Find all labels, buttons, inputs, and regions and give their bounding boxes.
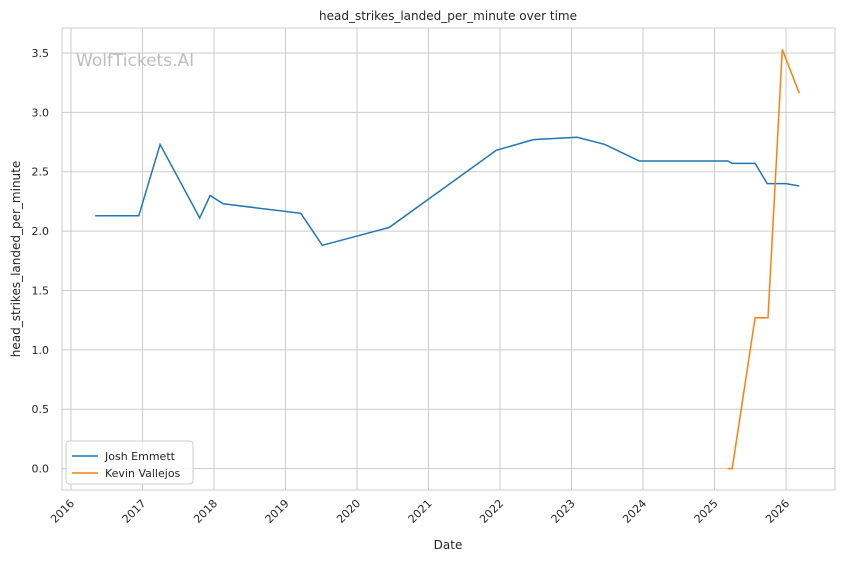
x-tick-label: 2022	[477, 497, 506, 526]
y-tick-label: 3.0	[32, 106, 50, 119]
watermark: WolfTickets.AI	[76, 51, 194, 71]
x-tick-labels: 2016 2017 2018 2019 2020 2021 2022 2023 2024 2025…	[48, 497, 792, 526]
y-tick-label: 0.5	[32, 403, 50, 416]
legend-label: Kevin Vallejos	[105, 467, 181, 480]
x-tick-label: 2018	[191, 497, 220, 526]
series-line-josh-emmett	[95, 136, 800, 247]
x-tick-label: 2019	[263, 497, 292, 526]
y-tick-label: 2.5	[32, 166, 50, 179]
x-axis-label: Date	[434, 538, 463, 552]
y-tick-label: 1.5	[32, 284, 50, 297]
y-tick-label: 3.5	[32, 47, 50, 60]
x-tick-label: 2026	[763, 497, 792, 526]
y-tick-labels: 0.0 0.5 1.0 1.5 2.0 2.5 3.0 3.5	[32, 47, 50, 476]
x-tick-label: 2020	[334, 497, 363, 526]
y-axis-label: head_strikes_landed_per_minute	[9, 161, 23, 358]
grid	[62, 28, 835, 490]
series-line-kevin-vallejos	[727, 49, 800, 470]
plot-frame	[61, 27, 836, 491]
x-tick-label: 2025	[692, 497, 721, 526]
x-tick-label: 2023	[549, 497, 578, 526]
x-tick-label: 2017	[120, 497, 149, 526]
y-tick-label: 2.0	[32, 225, 50, 238]
legend-label: Josh Emmett	[104, 450, 176, 463]
x-tick-label: 2016	[48, 497, 77, 526]
x-tick-label: 2021	[406, 497, 435, 526]
legend: Josh Emmett Kevin Vallejos	[65, 440, 194, 485]
y-tick-label: 0.0	[32, 463, 50, 476]
y-tick-label: 1.0	[32, 344, 50, 357]
chart-title: head_strikes_landed_per_minute over time	[319, 9, 577, 23]
series-lines	[95, 49, 800, 470]
x-tick-label: 2024	[620, 497, 649, 526]
